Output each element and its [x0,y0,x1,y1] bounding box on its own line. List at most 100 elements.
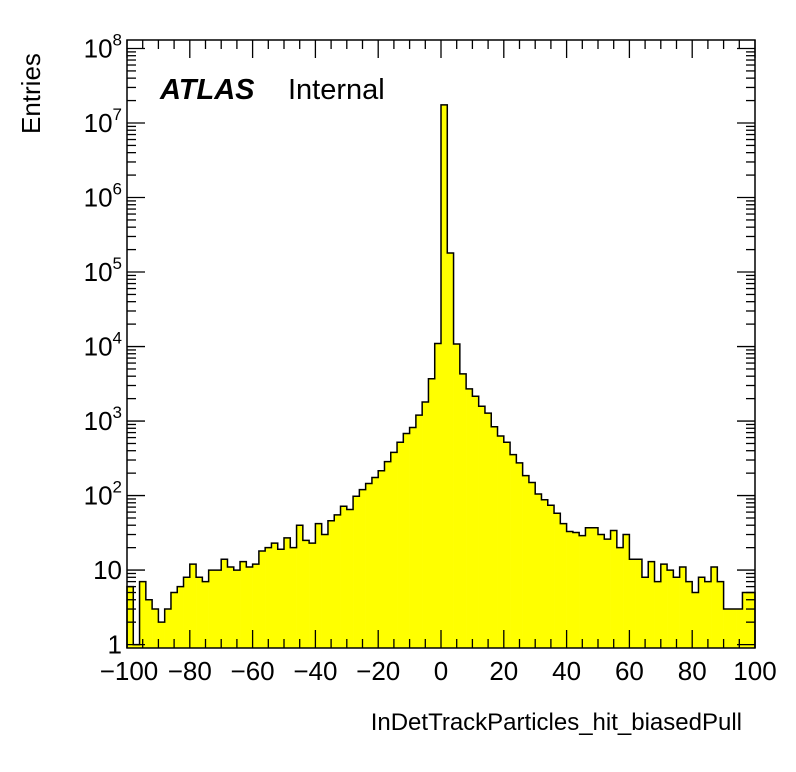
histogram-bin [196,577,203,648]
histogram-bin [711,566,718,648]
x-tick-label: 0 [434,656,448,686]
histogram-bin [729,609,737,648]
histogram-bin [453,344,461,648]
histogram-bin [284,537,291,648]
histogram-bin [158,622,165,648]
histogram-bin [302,540,310,648]
histogram-bin [466,388,473,648]
histogram-bin [246,566,253,648]
histogram-bin [371,477,379,648]
histogram-bin [585,527,593,648]
histogram-bin [692,592,699,648]
x-tick-label: −100 [100,656,159,686]
histogram-bin [673,577,680,648]
histogram-bin [409,427,417,648]
histogram-bin [541,499,549,648]
y-tick-label: 1 [108,630,122,660]
histogram-bin [227,566,235,648]
histogram-bin [127,586,134,648]
histogram-bin [422,402,429,648]
histogram-bin [277,549,285,648]
histogram-bin [447,253,454,648]
histogram-bin [503,442,511,648]
atlas-label: ATLAS [159,74,255,106]
x-tick-label: 60 [615,656,644,686]
histogram-bin [736,609,743,648]
histogram-bin [616,547,624,648]
y-tick-label: 102 [84,478,122,511]
histogram-bin [233,570,241,648]
y-tick-label: 104 [84,329,122,362]
x-tick-label: 80 [678,656,707,686]
histogram-bin [660,564,668,648]
histogram-bin [566,531,574,648]
histogram-bin [390,452,398,648]
histogram-bin [572,532,580,648]
histogram-bin [296,525,304,648]
histogram-bin [516,462,523,648]
x-axis-label: InDetTrackParticles_hit_biasedPull [371,709,742,736]
histogram-bin [742,592,750,648]
histogram-bin [528,482,536,648]
histogram-bin [346,509,354,648]
x-tick-label: −80 [168,656,212,686]
histogram-bin [560,523,567,648]
histogram-bin [554,513,561,648]
histogram-bin [145,599,153,648]
histogram-bin [635,559,643,648]
histogram-bin [327,520,335,648]
histogram-bin [202,581,209,648]
histogram-bin [484,413,492,648]
histogram-bin [221,559,228,648]
histogram-bin [472,396,479,648]
histogram-bin [704,581,712,648]
histogram-bin [723,609,731,648]
histogram-bin [415,415,423,648]
histogram-bin [579,535,586,648]
histogram-bin [629,559,636,648]
histogram-bin [378,470,385,648]
histogram-bin [334,514,341,648]
histogram-bin [403,433,410,648]
histogram-bin [265,547,272,648]
histogram-bars [126,104,756,648]
histogram-bin [491,426,498,648]
x-tick-label: 40 [552,656,581,686]
histogram-bin [340,506,348,648]
histogram-bin [535,493,542,648]
internal-label: Internal [288,74,385,106]
histogram-bin [717,581,724,648]
histogram-bin [271,543,279,648]
histogram-bin [610,530,618,648]
y-tick-label: 105 [84,254,122,287]
histogram-bin [478,406,486,648]
histogram-bin [359,489,366,648]
histogram-bin [434,343,442,648]
histogram-bin [214,570,222,648]
histogram-bin [353,496,360,648]
y-tick-label: 10 [93,555,122,585]
histogram-bin [547,505,555,648]
histogram-bin [309,543,316,648]
histogram-bin [397,442,404,648]
y-tick-label: 103 [84,403,122,436]
histogram-bin [365,483,373,648]
histogram-bin [315,523,322,648]
y-tick-label: 107 [84,105,122,138]
x-tick-label: −40 [293,656,337,686]
histogram-bin [510,454,517,648]
x-tick-label: −20 [356,656,400,686]
y-axis-label: Entries [16,53,46,134]
y-tick-label: 108 [84,30,122,63]
histogram-bin [428,378,436,648]
axis-ticks [126,40,756,648]
histogram-bin [258,551,266,648]
y-tick-labels: 1 10 102 103 104 105 106 107 108 [84,30,122,659]
x-tick-labels: −100 −80 −60 −40 −20 0 20 40 60 80 100 [100,656,777,686]
histogram-bin [648,561,655,648]
histogram-bin [667,570,674,648]
y-tick-label: 106 [84,180,122,213]
histogram-bin [189,564,197,648]
histogram-bin [641,577,649,648]
